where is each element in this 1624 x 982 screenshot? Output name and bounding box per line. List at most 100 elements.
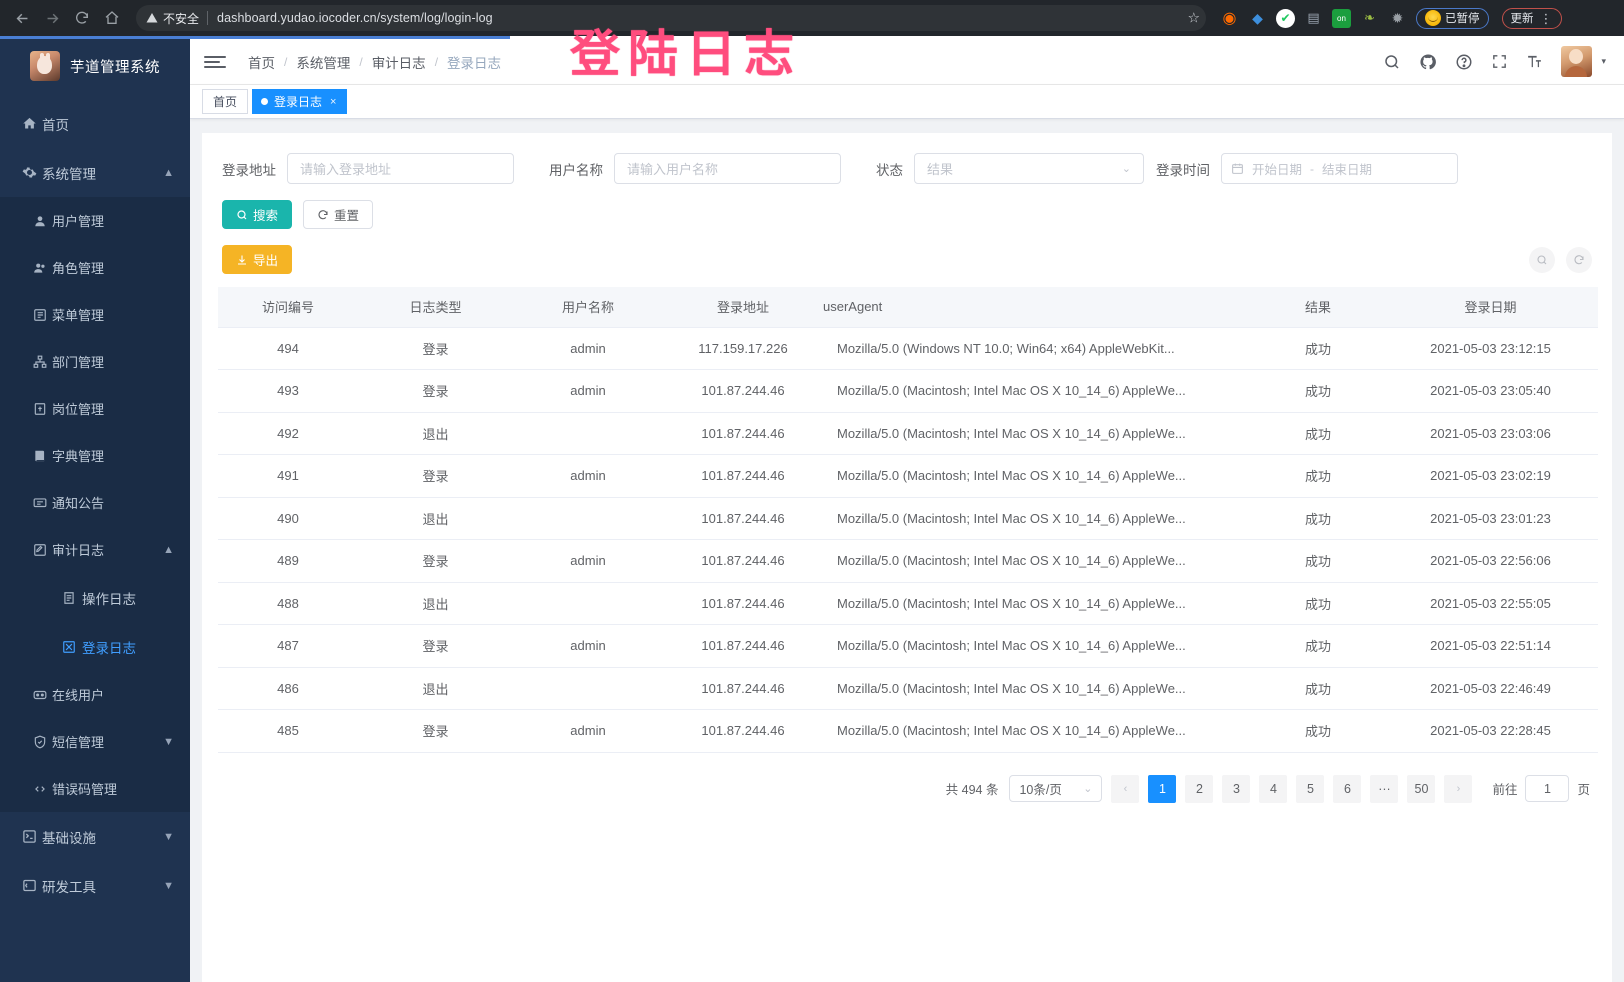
goto-page-input[interactable]: 1 — [1525, 775, 1570, 802]
cell-ip: 101.87.244.46 — [663, 412, 823, 455]
cell-useragent: Mozilla/5.0 (Macintosh; Intel Mac OS X 1… — [823, 412, 1253, 455]
address-bar[interactable]: 不安全 dashboard.yudao.iocoder.cn/system/lo… — [136, 5, 1206, 31]
paused-badge[interactable]: 已暂停 — [1416, 7, 1489, 29]
sidebar-item-operation-log[interactable]: 操作日志 — [0, 573, 190, 622]
breadcrumb-item-system[interactable]: 系统管理 — [296, 55, 351, 71]
sidebar-menu: 首页 系统管理 ▲ 用户管理 角色管理 — [0, 93, 190, 910]
extension-on-badge-icon[interactable]: on — [1332, 8, 1351, 28]
top-navbar: 首页 / 系统管理 / 审计日志 / 登录日志 — [190, 39, 1624, 85]
column-header-useragent[interactable]: userAgent — [823, 287, 1253, 328]
loading-progress — [0, 36, 1624, 39]
page-ellipsis[interactable]: ··· — [1370, 774, 1399, 803]
sidebar-item-user-mgmt[interactable]: 用户管理 — [0, 197, 190, 244]
sidebar-item-dict-mgmt[interactable]: 字典管理 — [0, 432, 190, 479]
sidebar-item-role-mgmt[interactable]: 角色管理 — [0, 244, 190, 291]
sidebar-item-label: 错误码管理 — [52, 782, 118, 797]
help-icon[interactable] — [1455, 53, 1473, 71]
column-header-ip[interactable]: 登录地址 — [663, 287, 823, 328]
tab-home[interactable]: 首页 — [202, 89, 249, 114]
sidebar-item-menu-mgmt[interactable]: 菜单管理 — [0, 291, 190, 338]
extension-puzzle-icon[interactable]: ✹ — [1391, 9, 1404, 26]
export-button[interactable]: 导出 — [222, 245, 293, 274]
table-row[interactable]: 492 退出 101.87.244.46 Mozilla/5.0 (Macintosh… — [218, 412, 1598, 455]
breadcrumb-item-home[interactable]: 首页 — [248, 55, 275, 71]
sidebar-item-dev-tools[interactable]: 研发工具 ▼ — [0, 861, 190, 910]
pagination-total: 共 494 条 — [945, 783, 999, 797]
hamburger-icon[interactable] — [204, 55, 226, 68]
username-input[interactable]: 请输入用户名称 — [614, 153, 841, 184]
gear-icon — [16, 165, 42, 180]
page-button-4[interactable]: 4 — [1259, 774, 1288, 803]
reset-button[interactable]: 重置 — [303, 200, 374, 229]
forward-arrow-icon[interactable] — [38, 4, 66, 32]
chevron-down-icon: ⌄ — [1121, 163, 1131, 175]
home-icon[interactable] — [98, 4, 126, 32]
page-button-3[interactable]: 3 — [1222, 774, 1251, 803]
cell-user: admin — [513, 369, 663, 413]
table-row[interactable]: 489 登录 admin 101.87.244.46 Mozilla/5.0 (Maci… — [218, 539, 1598, 583]
page-size-select[interactable]: 10条/页 ⌄ — [1009, 775, 1103, 802]
table-row[interactable]: 487 登录 admin 101.87.244.46 Mozilla/5.0 (Maci… — [218, 624, 1598, 668]
back-arrow-icon[interactable] — [8, 4, 36, 32]
sidebar-logo[interactable]: 芋道管理系统 — [0, 39, 190, 93]
tab-login-log[interactable]: 登录日志 × — [252, 89, 348, 114]
table-row[interactable]: 491 登录 admin 101.87.244.46 Mozilla/5.0 (Maci… — [218, 454, 1598, 498]
sidebar-item-error-code[interactable]: 错误码管理 — [0, 765, 190, 812]
cell-id: 487 — [218, 624, 358, 668]
extension-leaf-icon[interactable]: ❧ — [1364, 10, 1375, 25]
reload-icon[interactable] — [68, 4, 96, 32]
sidebar-item-notice[interactable]: 通知公告 — [0, 479, 190, 526]
column-header-id[interactable]: 访问编号 — [218, 287, 358, 328]
table-row[interactable]: 490 退出 101.87.244.46 Mozilla/5.0 (Macintosh… — [218, 497, 1598, 540]
sidebar-item-sms-mgmt[interactable]: 短信管理 ▼ — [0, 718, 190, 765]
page-button-5[interactable]: 5 — [1296, 774, 1325, 803]
sidebar-item-post-mgmt[interactable]: 岗位管理 — [0, 385, 190, 432]
code-icon — [28, 782, 52, 796]
extension-diamond-icon[interactable]: ◆ — [1252, 9, 1263, 26]
extension-orange-icon[interactable]: ◉ — [1222, 10, 1237, 27]
refresh-circle-icon[interactable] — [1566, 246, 1592, 273]
breadcrumb-item-audit[interactable]: 审计日志 — [371, 55, 426, 71]
sidebar-item-audit-log[interactable]: 审计日志 ▲ — [0, 526, 190, 573]
search-circle-icon[interactable] — [1529, 246, 1555, 273]
sidebar-item-dept-mgmt[interactable]: 部门管理 — [0, 338, 190, 385]
status-select[interactable]: 结果 ⌄ — [914, 153, 1144, 184]
font-size-icon[interactable] — [1526, 53, 1543, 70]
table-row[interactable]: 488 退出 101.87.244.46 Mozilla/5.0 (Macintosh… — [218, 582, 1598, 625]
user-avatar[interactable] — [1561, 46, 1593, 77]
table-row[interactable]: 485 登录 admin 101.87.244.46 Mozilla/5.0 (Maci… — [218, 709, 1598, 753]
prev-page-button[interactable]: ‹ — [1111, 774, 1140, 803]
search-icon[interactable] — [1383, 53, 1401, 71]
extension-blue-doc-icon[interactable]: ▤ — [1307, 10, 1320, 25]
sidebar-item-login-log[interactable]: 登录日志 — [0, 622, 190, 671]
page-button-1[interactable]: 1 — [1148, 774, 1177, 803]
sidebar-item-home[interactable]: 首页 — [0, 99, 190, 148]
chevron-down-icon[interactable]: ▾ — [1601, 56, 1606, 66]
update-button[interactable]: 更新 ⋮ — [1501, 7, 1562, 29]
extension-green-check-icon[interactable]: ✔ — [1276, 8, 1295, 28]
filter-label: 登录地址 — [222, 162, 276, 178]
page-button-6[interactable]: 6 — [1333, 774, 1362, 803]
filter-login-address: 登录地址 请输入登录地址 — [222, 153, 514, 184]
column-header-user[interactable]: 用户名称 — [513, 287, 663, 328]
kebab-menu-icon[interactable]: ⋮ — [1539, 10, 1553, 26]
page-button-2[interactable]: 2 — [1185, 774, 1214, 803]
sidebar-item-infrastructure[interactable]: 基础设施 ▼ — [0, 812, 190, 861]
column-header-type[interactable]: 日志类型 — [358, 287, 513, 328]
login-address-input[interactable]: 请输入登录地址 — [287, 153, 514, 184]
github-icon[interactable] — [1419, 53, 1437, 71]
next-page-button[interactable]: › — [1444, 774, 1473, 803]
page-button-50[interactable]: 50 — [1407, 774, 1436, 803]
search-button[interactable]: 搜索 — [222, 200, 293, 229]
star-icon[interactable]: ☆ — [1187, 9, 1200, 26]
close-icon[interactable]: × — [330, 95, 337, 108]
table-row[interactable]: 494 登录 admin 117.159.17.226 Mozilla/5.0 (Win… — [218, 327, 1598, 370]
table-row[interactable]: 486 退出 101.87.244.46 Mozilla/5.0 (Macintosh… — [218, 667, 1598, 710]
column-header-date[interactable]: 登录日期 — [1383, 287, 1598, 328]
login-time-range-picker[interactable]: 开始日期 - 结束日期 — [1221, 153, 1458, 184]
table-row[interactable]: 493 登录 admin 101.87.244.46 Mozilla/5.0 (Maci… — [218, 369, 1598, 413]
fullscreen-icon[interactable] — [1491, 53, 1508, 70]
column-header-result[interactable]: 结果 — [1253, 287, 1383, 328]
sidebar-item-system[interactable]: 系统管理 ▲ — [0, 148, 190, 197]
sidebar-item-online-user[interactable]: 在线用户 — [0, 671, 190, 718]
